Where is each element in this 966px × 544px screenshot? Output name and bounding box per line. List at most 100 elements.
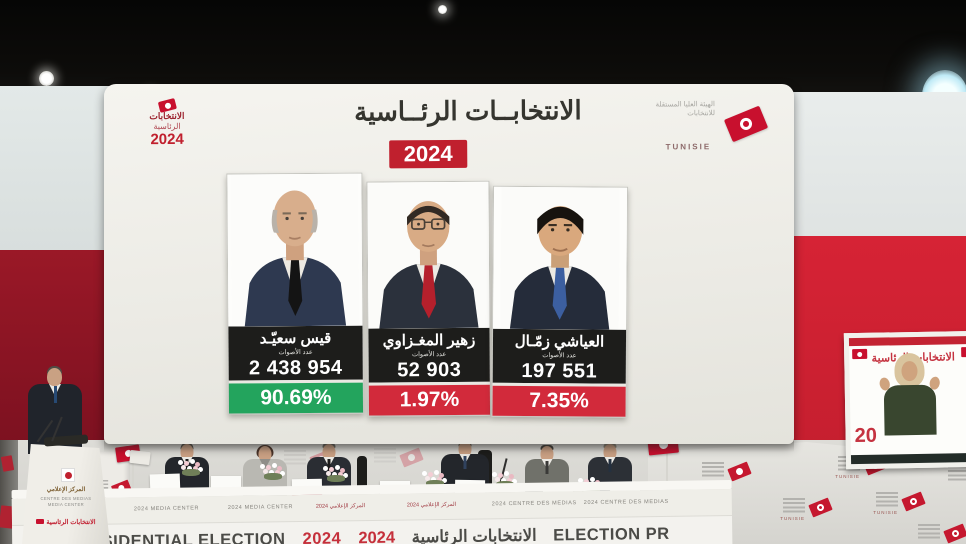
logo-text-lines bbox=[783, 498, 805, 515]
logo-text-lines bbox=[948, 466, 966, 483]
candidate-name: زهير المغـزاوي bbox=[382, 331, 476, 350]
portrait-zouhair-maghzaoui bbox=[367, 182, 490, 329]
candidate-photo bbox=[367, 181, 490, 329]
media-center-logo-icon bbox=[61, 468, 75, 482]
podium: المركز الإعلامي CENTRE DES MEDIAS MEDIA … bbox=[22, 444, 110, 544]
percent-result: 7.35% bbox=[492, 385, 626, 417]
podium-footer-text: الانتخابات الرئاسية bbox=[46, 519, 96, 526]
chair bbox=[357, 456, 367, 490]
interpreter-hand bbox=[928, 375, 941, 391]
red-strip bbox=[848, 335, 966, 347]
media-center-label: 2024 MEDIA CENTER bbox=[133, 505, 200, 513]
tie bbox=[608, 459, 612, 472]
logo-text-lines bbox=[284, 450, 306, 467]
tie bbox=[463, 456, 467, 469]
tunisia-flag-icon bbox=[723, 105, 769, 143]
desk-strip bbox=[850, 452, 966, 465]
logo-text-lines bbox=[702, 462, 724, 479]
media-center-label: المركز الإعلامي 2024 bbox=[315, 503, 366, 510]
candidate-photo bbox=[227, 173, 363, 327]
speaker-head bbox=[47, 368, 62, 386]
head bbox=[322, 444, 336, 460]
candidate-name: قيس سعيّـد bbox=[259, 329, 332, 348]
stage-light bbox=[438, 5, 447, 14]
votes-count: 52 903 bbox=[397, 358, 462, 382]
tunisia-flag-icon bbox=[901, 491, 926, 512]
podium-footer: الانتخابات الرئاسية bbox=[22, 518, 110, 526]
banner-segment: الانتخابات الرئاسية bbox=[411, 526, 537, 544]
portrait-ayachi-zammel bbox=[500, 186, 620, 330]
logo-caption: TUNISIE bbox=[780, 516, 805, 521]
isie-caption: TUNISIE bbox=[665, 142, 712, 152]
logo-caption: TUNISIE bbox=[873, 510, 898, 515]
head bbox=[180, 444, 194, 460]
tie bbox=[185, 459, 189, 472]
corner-logo-line1: الانتخابات bbox=[149, 110, 185, 122]
tie bbox=[327, 459, 331, 472]
portrait-kais-saied bbox=[231, 173, 359, 327]
tunisia-flag-icon bbox=[808, 497, 833, 518]
head bbox=[258, 446, 272, 462]
tunisia-flag-icon bbox=[36, 519, 45, 524]
blouse bbox=[259, 459, 271, 469]
tunisia-flag-icon bbox=[727, 461, 752, 482]
head bbox=[540, 446, 554, 462]
candidate-info: قيس سعيّـد عدد الأصوات 2 438 954 bbox=[228, 325, 363, 381]
media-center-label: 2024 CENTRE DES MEDIAS bbox=[491, 500, 577, 508]
logo-text-lines bbox=[374, 448, 396, 465]
banner-segment: 2024 bbox=[302, 529, 342, 544]
candidate-name: العياشي زمّـال bbox=[514, 332, 605, 351]
isie-name-arabic: الهيئة العليا المستقلة للانتخابات bbox=[655, 101, 715, 118]
isie-wall-logo-faint bbox=[372, 447, 424, 474]
candidate-info: زهير المغـزاوي عدد الأصوات 52 903 bbox=[368, 327, 490, 383]
results-screen: الانتخابات الرئاسية 2024 الانتخابــات ال… bbox=[104, 84, 794, 444]
head bbox=[458, 441, 472, 457]
logo-text-lines bbox=[918, 524, 940, 541]
podium-label-ar: المركز الإعلامي bbox=[46, 487, 86, 493]
election-corner-logo: الانتخابات الرئاسية 2024 bbox=[125, 98, 209, 149]
candidate-info: العياشي زمّـال عدد الأصوات 197 551 bbox=[492, 328, 627, 384]
candidate-card-1: قيس سعيّـد عدد الأصوات 2 438 954 90.69% bbox=[226, 172, 365, 415]
banner-segment: 2024 bbox=[358, 528, 396, 544]
tie bbox=[545, 461, 549, 474]
flower-bouquet bbox=[260, 464, 286, 480]
tunisia-flag-icon bbox=[943, 523, 966, 544]
podium-area: المركز الإعلامي CENTRE DES MEDIAS MEDIA … bbox=[0, 360, 132, 544]
isie-logo: الهيئة العليا المستقلة للانتخابات TUNISI… bbox=[627, 98, 777, 169]
media-center-label: 2024 MEDIA CENTER bbox=[227, 504, 294, 512]
candidate-photo bbox=[493, 186, 628, 330]
podium-label-fr: CENTRE DES MEDIAS bbox=[40, 496, 92, 501]
logo-text-lines bbox=[876, 492, 898, 509]
percent-result: 1.97% bbox=[368, 384, 491, 416]
speaker-tie bbox=[54, 386, 58, 403]
media-center-label: المركز الإعلامي 2024 bbox=[406, 501, 457, 509]
stage-light bbox=[39, 71, 54, 86]
head bbox=[603, 444, 617, 460]
isie-wall-logo bbox=[946, 466, 966, 492]
percent-result: 90.69% bbox=[228, 382, 364, 414]
white-flag-icon bbox=[129, 449, 151, 466]
isie-wall-logo: TUNISIE bbox=[873, 491, 926, 518]
wall-right-white bbox=[790, 92, 966, 238]
sign-language-interpreter-screen: الانتخابات الرئاسية 20 bbox=[843, 330, 966, 470]
isie-wall-logo bbox=[916, 523, 966, 544]
media-center-label: 2024 CENTRE DES MEDIAS bbox=[583, 498, 669, 507]
isie-wall-logo-faint bbox=[282, 449, 334, 476]
year-badge: 2024 bbox=[389, 139, 468, 169]
interpreter-backdrop-year: 20 bbox=[854, 424, 878, 448]
votes-count: 197 551 bbox=[521, 359, 598, 383]
candidate-card-3: العياشي زمّـال عدد الأصوات 197 551 7.35% bbox=[491, 185, 629, 418]
flower-bouquet bbox=[323, 466, 349, 482]
votes-count: 2 438 954 bbox=[248, 356, 343, 380]
election-title: الانتخابــات الرئــاسية bbox=[354, 95, 582, 127]
podium-label-en: MEDIA CENTER bbox=[47, 502, 85, 507]
banner-segment: ELECTION PR bbox=[553, 524, 670, 544]
flag-pole bbox=[666, 434, 668, 494]
flower-bouquet bbox=[178, 460, 204, 476]
logo-caption: TUNISIE bbox=[835, 474, 860, 479]
isie-wall-logo: TUNISIE bbox=[780, 497, 833, 524]
banner-text: PRESIDENTIAL ELECTION 2024 الانتخابات ال… bbox=[66, 524, 682, 544]
candidate-card-2: زهير المغـزاوي عدد الأصوات 52 903 1.97% bbox=[366, 180, 492, 417]
corner-logo-year: 2024 bbox=[150, 130, 184, 149]
